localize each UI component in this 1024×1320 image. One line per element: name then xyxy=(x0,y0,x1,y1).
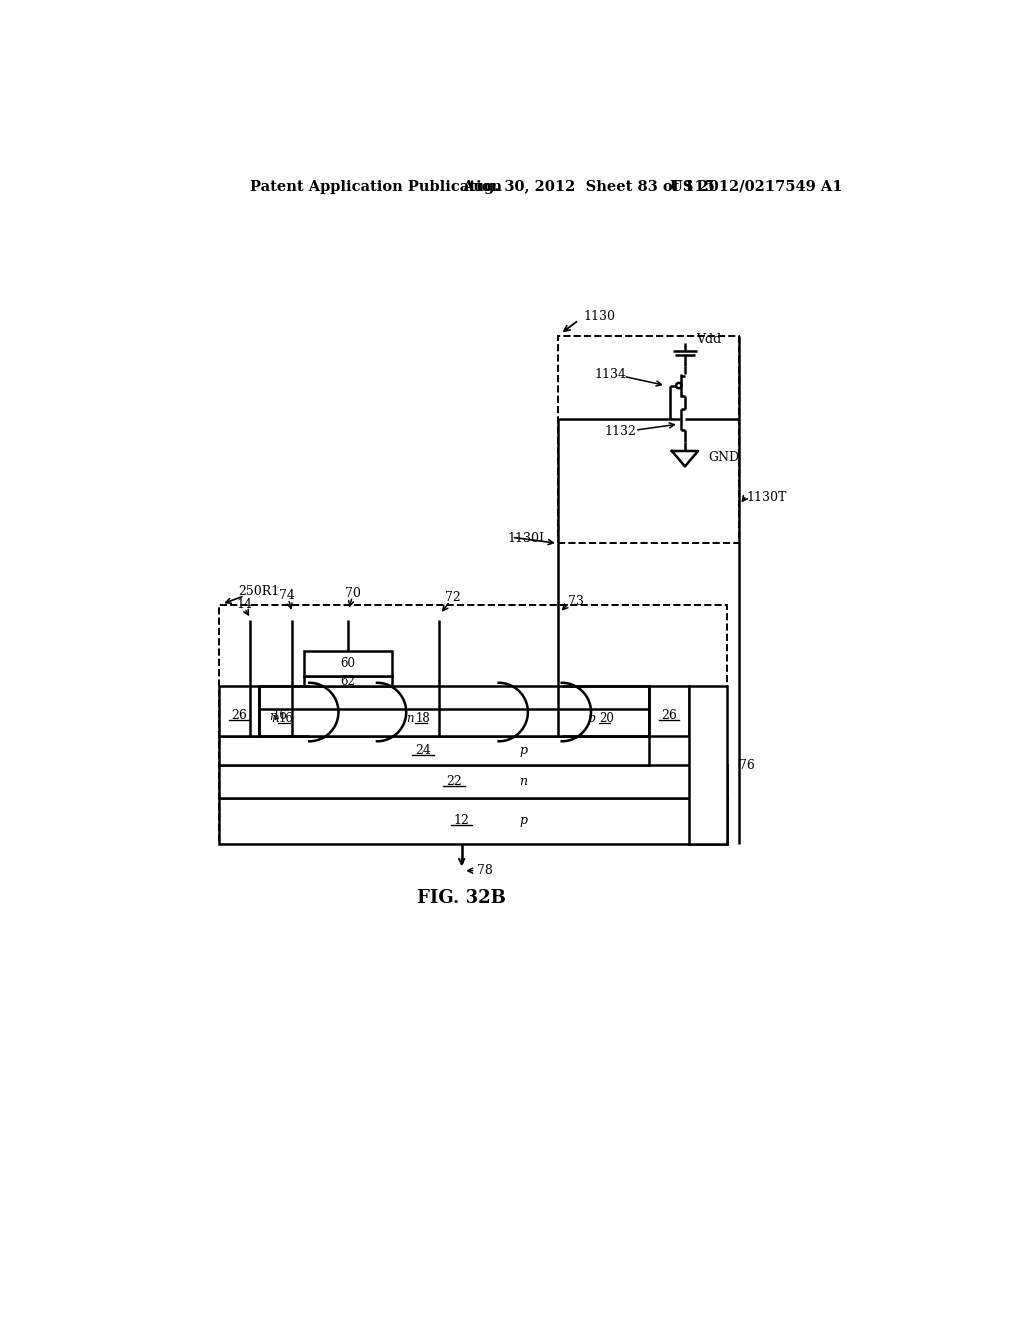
Text: 12: 12 xyxy=(454,814,470,828)
Text: GND: GND xyxy=(708,450,739,463)
Bar xyxy=(558,335,739,544)
Text: p: p xyxy=(519,814,527,828)
Text: 14: 14 xyxy=(237,598,253,611)
Bar xyxy=(304,676,392,686)
Text: 72: 72 xyxy=(444,591,461,603)
Text: 1130: 1130 xyxy=(584,310,615,323)
Text: 24: 24 xyxy=(415,744,431,758)
Text: p: p xyxy=(519,744,527,758)
Text: 1132: 1132 xyxy=(604,425,636,438)
Bar xyxy=(219,766,727,797)
Text: 18: 18 xyxy=(416,711,430,725)
Text: 250R1: 250R1 xyxy=(239,585,280,598)
Text: 1130T: 1130T xyxy=(746,491,786,504)
Text: 1130I: 1130I xyxy=(508,532,545,545)
Bar xyxy=(304,651,392,676)
Text: 74: 74 xyxy=(280,589,295,602)
Text: 20: 20 xyxy=(599,711,613,725)
Text: US 2012/0217549 A1: US 2012/0217549 A1 xyxy=(670,180,842,194)
Bar xyxy=(219,737,649,766)
Text: 73: 73 xyxy=(568,594,584,607)
Text: Aug. 30, 2012  Sheet 83 of 115: Aug. 30, 2012 Sheet 83 of 115 xyxy=(462,180,715,194)
Bar xyxy=(219,797,727,843)
Text: 26: 26 xyxy=(660,709,677,722)
Text: n: n xyxy=(269,710,276,723)
Text: 62: 62 xyxy=(340,675,355,688)
Bar xyxy=(689,686,727,843)
Text: 16: 16 xyxy=(273,709,288,722)
Text: 1134: 1134 xyxy=(595,367,627,380)
Bar xyxy=(259,686,649,737)
Text: 22: 22 xyxy=(446,775,462,788)
Text: 78: 78 xyxy=(477,865,493,878)
Bar xyxy=(649,686,689,737)
Text: n: n xyxy=(407,711,414,725)
Text: n: n xyxy=(519,775,527,788)
Text: p: p xyxy=(588,711,595,725)
Text: 26: 26 xyxy=(231,709,247,722)
Text: 60: 60 xyxy=(340,657,355,671)
Text: Vdd: Vdd xyxy=(696,333,722,346)
Text: FIG. 32B: FIG. 32B xyxy=(417,888,506,907)
Text: 16: 16 xyxy=(279,711,293,725)
Text: Patent Application Publication: Patent Application Publication xyxy=(250,180,502,194)
Bar xyxy=(219,605,727,843)
Text: 70: 70 xyxy=(345,587,360,601)
Bar xyxy=(219,686,259,737)
Text: 76: 76 xyxy=(739,759,755,772)
Text: n: n xyxy=(270,711,279,725)
